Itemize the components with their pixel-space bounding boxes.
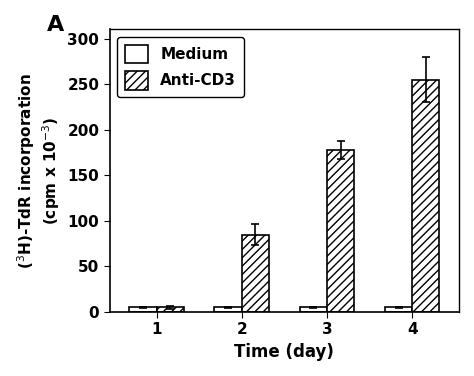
Bar [215, 308, 242, 312]
Bar [156, 308, 184, 312]
Bar [242, 235, 269, 312]
Bar [300, 308, 327, 312]
Bar [327, 150, 354, 312]
Bar [385, 308, 412, 312]
Text: A: A [47, 15, 64, 35]
Legend: Medium, Anti-CD3: Medium, Anti-CD3 [118, 37, 244, 97]
Bar [129, 308, 156, 312]
X-axis label: Time (day): Time (day) [235, 343, 334, 361]
Bar [412, 80, 439, 312]
Y-axis label: ($^{3}$H)-TdR incorporation
(cpm x 10$^{-3}$): ($^{3}$H)-TdR incorporation (cpm x 10$^{… [15, 73, 62, 268]
